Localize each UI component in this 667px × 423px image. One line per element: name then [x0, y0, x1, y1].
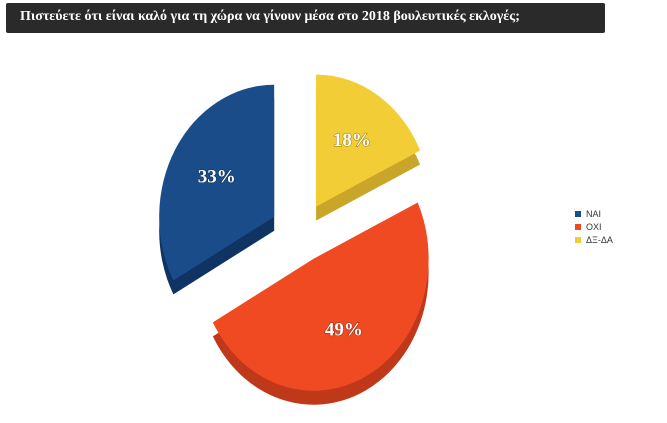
chart-title: Πιστεύετε ότι είναι καλό για τη χώρα να …	[20, 9, 520, 24]
legend-item-oxi: ΟΧΙ	[575, 220, 613, 233]
legend-swatch	[575, 223, 581, 230]
slice-data-label: 33%	[198, 166, 236, 187]
legend-item-nai: ΝΑΙ	[575, 207, 613, 220]
pie-slice-ΝΑΙ	[159, 84, 275, 281]
legend: ΝΑΙ ΟΧΙ ΔΞ-ΔΑ	[575, 207, 613, 246]
slice-data-label: 49%	[325, 319, 363, 340]
pie-slice-ΟΧΙ	[212, 202, 429, 391]
slice-data-label: 18%	[333, 130, 371, 151]
legend-label: ΟΧΙ	[586, 221, 602, 232]
legend-item-dxda: ΔΞ-ΔΑ	[575, 233, 613, 246]
legend-label: ΝΑΙ	[586, 208, 602, 219]
legend-swatch	[575, 236, 581, 243]
legend-swatch	[575, 210, 581, 217]
pie-slice-ΔΞ-ΔΑ	[316, 74, 421, 207]
legend-label: ΔΞ-ΔΑ	[586, 234, 613, 245]
title-bar: Πιστεύετε ότι είναι καλό για τη χώρα να …	[6, 3, 605, 33]
